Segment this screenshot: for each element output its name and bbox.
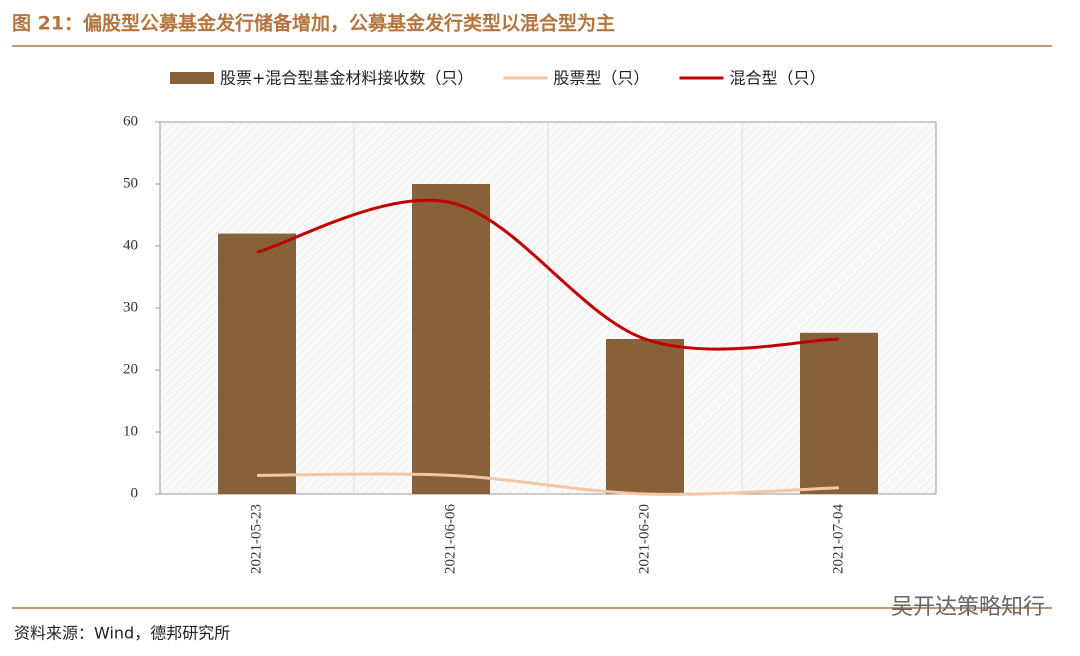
watermark: 吴开达策略知行 xyxy=(891,595,1045,620)
y-tick-label: 30 xyxy=(123,299,138,315)
bar xyxy=(218,233,296,494)
line xyxy=(256,472,840,496)
legend-label: 股票+混合型基金材料接收数（只） xyxy=(220,69,473,88)
x-tick-label: 2021-05-23 xyxy=(248,504,264,574)
y-tick-label: 20 xyxy=(123,361,138,377)
line xyxy=(256,198,840,351)
bar xyxy=(800,332,878,494)
legend-label: 股票型（只） xyxy=(553,69,649,88)
legend-swatch xyxy=(170,72,214,84)
legend-label: 混合型（只） xyxy=(729,69,825,88)
chart-title: 图 21：偏股型公募基金发行储备增加，公募基金发行类型以混合型为主 xyxy=(12,12,615,35)
bar xyxy=(412,184,490,494)
y-tick-label: 50 xyxy=(123,175,138,191)
y-tick-label: 40 xyxy=(123,237,138,253)
y-tick-label: 10 xyxy=(123,423,138,439)
source-note: 资料来源：Wind，德邦研究所 xyxy=(14,624,230,643)
x-tick-label: 2021-07-04 xyxy=(830,504,846,574)
x-tick-label: 2021-06-06 xyxy=(442,504,458,574)
y-tick-label: 0 xyxy=(131,485,139,501)
x-tick-label: 2021-06-20 xyxy=(636,504,652,574)
bar xyxy=(606,339,684,494)
y-tick-label: 60 xyxy=(123,113,138,129)
